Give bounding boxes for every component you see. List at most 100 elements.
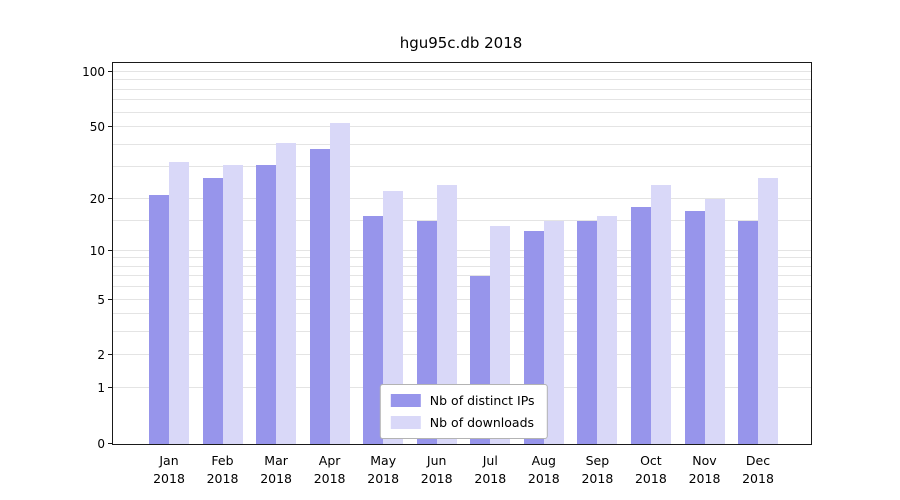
x-label-year: 2018 [581,470,614,486]
bar-nb-of-distinct-ips-dec [738,220,758,444]
x-label-year: 2018 [260,470,292,486]
y-tick-label-2: 2 [97,348,105,363]
x-label-aug: Aug 2018 [511,452,577,488]
x-label-year: 2018 [420,470,453,486]
y-tick-1 [108,387,113,389]
x-label-month: Jul [482,452,498,468]
y-tick-label-1: 1 [97,381,105,396]
y-tick-20 [108,197,113,199]
legend: Nb of distinct IPs Nb of downloads [379,384,548,439]
bar-nb-of-distinct-ips-oct [630,206,651,444]
bar-nb-of-distinct-ips-may [363,215,384,444]
x-label-month: Nov [692,452,717,468]
bar-nb-of-downloads-jun [436,184,457,444]
legend-label: Nb of downloads [429,415,535,430]
y-tick-label-5: 5 [97,292,105,307]
y-tick-label-50: 50 [89,120,105,135]
legend-label: Nb of distinct IPs [429,393,535,408]
gridline-50 [113,126,811,128]
bar-nb-of-downloads-apr [329,122,350,444]
gridline-20 [113,197,811,199]
x-label-dec: Dec 2018 [725,452,791,488]
gridline-40 [113,143,811,145]
bar-nb-of-downloads-mar [276,142,297,444]
bar-nb-of-distinct-ips-sep [577,220,598,444]
x-label-jan: Jan 2018 [136,452,202,488]
gridline-15 [113,219,811,221]
x-label-month: Sep [585,452,610,468]
y-tick-label-100: 100 [82,65,105,79]
x-label-year: 2018 [367,470,400,486]
x-label-year: 2018 [313,470,346,486]
bar-nb-of-downloads-oct [650,184,671,444]
x-label-month: Apr [318,452,341,468]
y-tick-0 [108,443,113,444]
gridline-70 [113,99,811,101]
y-tick-2 [108,354,113,356]
gridline-9 [113,257,811,259]
x-label-jun: Jun 2018 [404,452,470,488]
bar-nb-of-downloads-nov [704,198,725,444]
bar-nb-of-downloads-aug [543,220,564,444]
bar-nb-of-downloads-feb [222,164,243,444]
x-label-oct: Oct 2018 [618,452,684,488]
x-label-month: Jan [159,452,179,468]
y-tick-label-0: 0 [97,437,105,451]
x-label-year: 2018 [634,470,667,486]
x-label-year: 2018 [527,470,560,486]
y-tick-5 [108,298,113,300]
bar-nb-of-downloads-may [383,191,404,444]
plot-area: 0 1 2 5 10 20 50 100 Jan 2018 Feb 2018 Mar 2018 Apr 201… [82,62,812,486]
x-label-month: Mar [264,452,288,468]
bar-nb-of-distinct-ips-mar [256,164,277,444]
gridline-7 [113,275,811,277]
x-label-year: 2018 [742,470,774,486]
gridline-10 [113,249,811,251]
x-label-month: Feb [211,452,234,468]
bar-nb-of-distinct-ips-apr [309,148,330,444]
gridline-8 [113,265,811,267]
gridline-4 [113,313,811,315]
bar-nb-of-distinct-ips-jan [149,194,169,444]
x-label-month: Oct [640,452,662,468]
x-label-may: May 2018 [350,452,416,488]
gridline-3 [113,331,811,333]
x-label-year: 2018 [206,470,239,486]
x-label-mar: Mar 2018 [243,452,309,488]
gridline-2 [113,354,811,356]
gridline-60 [113,111,811,113]
gridline-6 [113,286,811,288]
bar-nb-of-downloads-jan [169,162,189,444]
x-label-month: May [370,452,397,468]
bar-nb-of-distinct-ips-nov [684,211,705,444]
legend-swatch [390,416,421,429]
chart-title: hgu95c.db 2018 [399,34,523,52]
y-tick-50 [108,126,113,128]
x-label-year: 2018 [474,470,507,486]
gridline-80 [113,88,811,90]
gridline-100 [113,71,811,72]
gridline-90 [113,79,811,81]
x-label-feb: Feb 2018 [190,452,256,488]
y-tick-100 [108,71,113,72]
legend-item-nb-of-distinct-ips: Nb of distinct IPs [390,393,535,408]
bar-nb-of-downloads-sep [597,215,618,444]
y-tick-label-10: 10 [89,243,105,258]
x-label-month: Jun [426,452,447,468]
gridline-5 [113,298,811,300]
legend-swatch [390,394,421,407]
bar-nb-of-downloads-dec [758,178,778,444]
x-label-sep: Sep 2018 [564,452,630,488]
legend-item-nb-of-downloads: Nb of downloads [390,415,535,430]
bar-nb-of-distinct-ips-feb [202,178,223,444]
x-label-jul: Jul 2018 [457,452,523,488]
x-label-month: Aug [531,452,556,468]
y-tick-label-20: 20 [89,191,105,206]
y-tick-10 [108,249,113,251]
x-label-year: 2018 [153,470,185,486]
x-label-month: Dec [745,452,771,468]
gridline-30 [113,166,811,168]
x-label-nov: Nov 2018 [672,452,738,488]
x-label-apr: Apr 2018 [297,452,363,488]
